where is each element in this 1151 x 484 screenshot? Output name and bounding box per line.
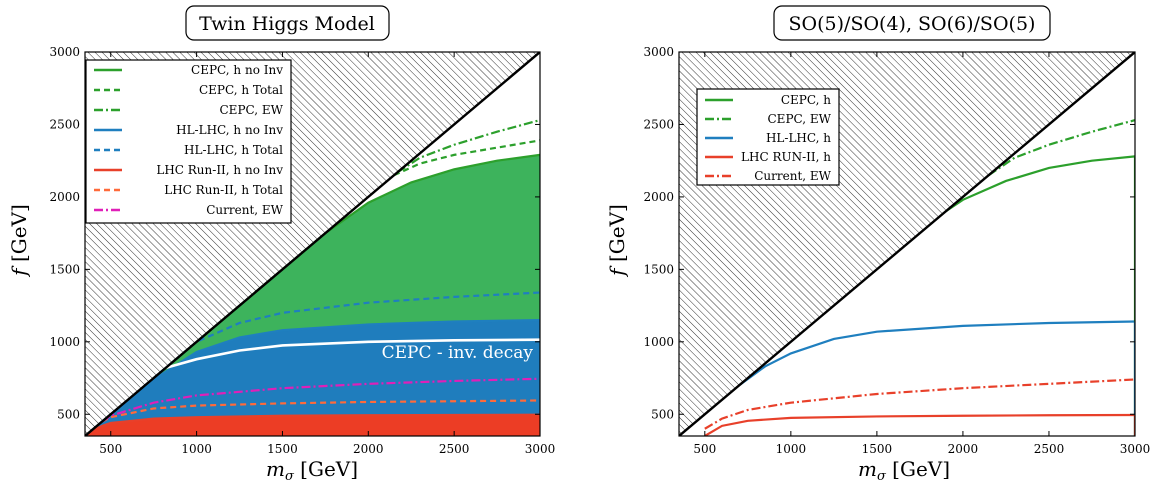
legend-label: HL-LHC, h <box>766 131 831 145</box>
legend-label: CEPC, h no Inv <box>191 63 283 77</box>
y-tick-label: 1000 <box>643 335 674 349</box>
plot-frame <box>84 51 541 437</box>
x-tick-label: 1500 <box>862 442 893 456</box>
series-line-0 <box>945 155 1135 213</box>
legend: CEPC, h no Inv CEPC, h Total CEPC, EW HL-LH… <box>85 59 292 224</box>
x-tick-label: 500 <box>99 442 122 456</box>
composite-higgs-plot-area: 500 1000 1500 2000 2500 3000 500 1000 1500 2000 25… <box>643 45 1150 456</box>
series-line-2 <box>738 320 1135 387</box>
x-tick-label: 3000 <box>525 442 556 456</box>
series-fill-3 <box>85 320 540 436</box>
diagonal-line <box>85 52 540 436</box>
x-axis-label: mσ [GeV] <box>858 457 950 484</box>
chart-title: Twin Higgs Model <box>199 13 375 35</box>
diagonal-line <box>679 52 1135 436</box>
x-tick-label: 3000 <box>1120 442 1151 456</box>
y-tick-label: 1000 <box>49 335 80 349</box>
y-tick-label: 2500 <box>643 117 674 131</box>
legend-box <box>85 59 292 224</box>
x-tick-label: 2000 <box>353 442 384 456</box>
series-line-8 <box>165 338 540 370</box>
twin-higgs-panel: Twin Higgs Model CEPC - inv. decay 500 100… <box>7 5 555 484</box>
series-line-1 <box>988 119 1135 177</box>
legend-label: LHC Run-II, h no Inv <box>156 163 283 177</box>
chart-title: SO(5)/SO(4), SO(6)/SO(5) <box>789 13 1036 35</box>
panel-title-box: SO(5)/SO(4), SO(6)/SO(5) <box>773 5 1051 41</box>
twin-higgs-plot-area: CEPC - inv. decay 500 1000 1500 2000 2500 3000… <box>49 45 555 456</box>
y-tick-label: 2000 <box>49 190 80 204</box>
legend-label: CEPC, h Total <box>199 83 283 97</box>
legend-label: LHC RUN-II, h <box>741 150 831 164</box>
series-line-4 <box>704 378 1135 430</box>
y-tick-label: 1500 <box>643 262 674 276</box>
legend-label: HL-LHC, h Total <box>184 143 283 157</box>
y-tick-label: 3000 <box>49 45 80 59</box>
series-line-1 <box>393 139 540 177</box>
series-line-7 <box>101 377 540 423</box>
y-axis-label: f [GeV] <box>7 204 31 278</box>
y-tick-label: 500 <box>651 407 674 421</box>
legend-label: CEPC, h <box>781 93 831 107</box>
legend: CEPC, h CEPC, EW HL-LHC, h LHC RUN-II, h Cur… <box>696 88 840 186</box>
legend-label: Current, EW <box>754 169 831 183</box>
x-tick-label: 1000 <box>181 442 212 456</box>
x-axis-label: mσ [GeV] <box>266 457 358 484</box>
y-tick-label: 2000 <box>643 190 674 204</box>
legend-label: HL-LHC, h no Inv <box>176 123 283 137</box>
y-tick-label: 3000 <box>643 45 674 59</box>
x-tick-label: 1500 <box>267 442 298 456</box>
legend-label: CEPC, EW <box>220 103 284 117</box>
x-tick-label: 500 <box>693 442 716 456</box>
series-line-2 <box>396 119 540 174</box>
x-tick-label: 2500 <box>439 442 470 456</box>
y-tick-label: 2500 <box>49 117 80 131</box>
annotation-text: CEPC - inv. decay <box>382 343 534 363</box>
x-tick-label: 2500 <box>1034 442 1065 456</box>
y-axis-label: f [GeV] <box>605 204 629 278</box>
y-tick-label: 500 <box>57 407 80 421</box>
x-tick-label: 2000 <box>948 442 979 456</box>
panel-title-box: Twin Higgs Model <box>185 5 390 41</box>
legend-label: Current, EW <box>206 203 283 217</box>
legend-label: CEPC, EW <box>768 112 832 126</box>
series-fill-5 <box>85 414 540 436</box>
composite-higgs-panel: SO(5)/SO(4), SO(6)/SO(5) 500 1000 1500 2000… <box>605 5 1150 484</box>
plot-frame <box>678 51 1136 437</box>
x-tick-label: 1000 <box>776 442 807 456</box>
series-line-3 <box>704 413 1135 436</box>
legend-label: LHC Run-II, h Total <box>164 183 283 197</box>
y-tick-label: 1500 <box>49 262 80 276</box>
series-line-5 <box>89 413 540 433</box>
